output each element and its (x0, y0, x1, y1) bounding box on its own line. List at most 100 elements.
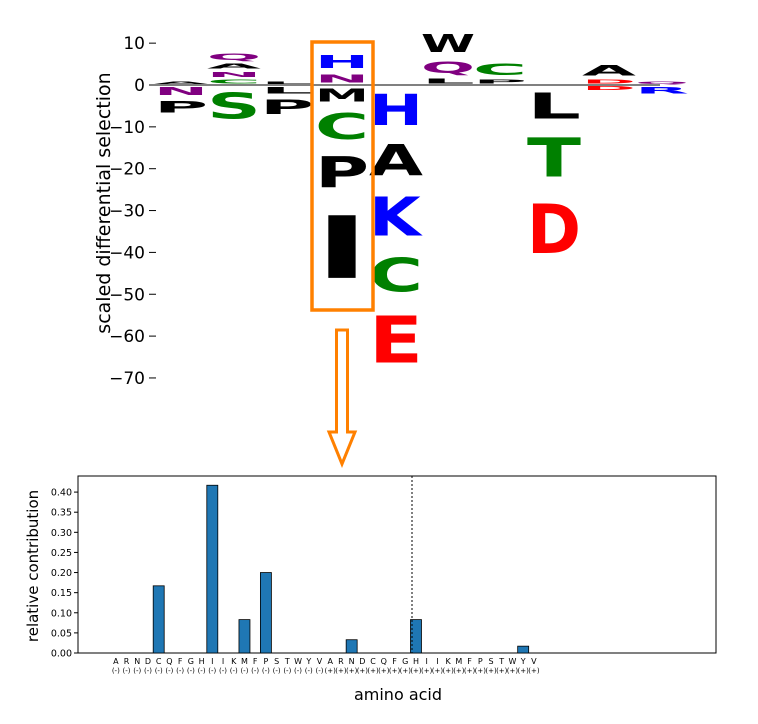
bar-y-tick-label: 0.20 (51, 568, 72, 579)
bar-x-tick-label: I (211, 657, 213, 666)
bar-y-tick-label: 0.30 (51, 528, 72, 539)
logo-y-tick-label: −60 (109, 327, 145, 347)
bar-x-tick-sign: (-) (155, 667, 163, 675)
bar-x-tick-label: V (531, 657, 537, 666)
bar (152, 585, 165, 654)
bar-x-tick-sign: (-) (305, 667, 313, 675)
logo-letter-T: T (527, 127, 581, 190)
logo-letter-R: R (635, 85, 689, 95)
logo-letter-N: N (315, 72, 369, 85)
bar-x-tick-label: N (134, 657, 140, 666)
bar-x-tick-label: F (392, 657, 397, 666)
bar-x-tick-sign: (-) (251, 667, 259, 675)
bar-x-tick-sign: (+) (507, 667, 519, 675)
bar-x-tick-label: K (231, 657, 237, 666)
bar-x-tick-sign: (-) (123, 667, 131, 675)
logo-letter-A: A (582, 62, 636, 79)
bars (152, 484, 530, 654)
logo-letter-Q: Q (635, 81, 689, 85)
bar (517, 645, 530, 654)
bar-x-tick-label: C (370, 657, 376, 666)
bar-y-tick-label: 0.00 (51, 649, 72, 660)
bar-x-tick-sign: (-) (133, 667, 141, 675)
logo-y-tick-label: −40 (109, 243, 145, 263)
bar-x-tick-label: H (413, 657, 419, 666)
bar-x-tick-sign: (-) (240, 667, 248, 675)
bar (345, 639, 358, 654)
bar-x-tick-sign: (+) (453, 667, 465, 675)
bar-x-tick-label: M (241, 657, 248, 666)
bar-x-tick-sign: (-) (165, 667, 173, 675)
bar-x-tick-label: S (274, 657, 279, 666)
logo-letter-C: C (207, 79, 261, 85)
bar-x-tick-sign: (+) (485, 667, 497, 675)
logo-letter-C: C (369, 248, 423, 302)
bar-x-tick-label: H (199, 657, 205, 666)
bar-y-tick-label: 0.25 (51, 548, 72, 559)
down-arrow (326, 328, 358, 468)
bar-x-tick-label: I (426, 657, 428, 666)
bar-x-tick-sign: (-) (283, 667, 291, 675)
bar-x-tick-label: T (498, 657, 504, 666)
logo-y-tick-label: −20 (109, 160, 145, 180)
logo-letter-D: D (527, 189, 581, 269)
logo-plot: scaled differential selection 10 0 −10 −20 −… (93, 29, 689, 389)
bar-x-tick-sign: (+) (357, 667, 369, 675)
bar-x-tick-label: D (145, 657, 151, 666)
logo-letter-S: S (207, 85, 261, 127)
logo-letter-P: P (260, 96, 314, 119)
bar-x-tick-sign: (-) (294, 667, 302, 675)
bar (238, 619, 251, 654)
logo-letter-P: P (473, 79, 527, 85)
bar (410, 619, 422, 654)
bar-x-tick-sign: (-) (316, 667, 324, 675)
bar-x-tick-label: I (222, 657, 224, 666)
bar-x-tick-label: I (436, 657, 438, 666)
bar-y-tick-label: 0.40 (51, 488, 72, 499)
bar-x-tick-sign: (+) (475, 667, 487, 675)
bar-x-axis-label: amino acid (354, 685, 442, 704)
bar-x-tick-label: Q (381, 657, 387, 666)
bar-x-tick-sign: (+) (432, 667, 444, 675)
logo-letter-L: L (527, 86, 581, 127)
bar-x-tick-label: P (263, 657, 268, 666)
bar-x-tick-sign: (+) (410, 667, 422, 675)
bar-y-ticks: 0.00 0.05 0.10 0.15 0.20 0.25 0.30 0.35 0.40 (51, 488, 78, 660)
logo-letter-M: M (315, 85, 369, 106)
logo-letter-E: E (369, 304, 423, 379)
bar-y-axis-label: relative contribution (24, 490, 42, 642)
bar-x-tick-label: A (113, 657, 119, 666)
logo-letter-L: L (260, 85, 314, 95)
logo-y-tick-label: −50 (109, 285, 145, 305)
logo-letter-D: D (582, 79, 636, 85)
logo-letter-I: I (315, 199, 369, 299)
bar-x-tick-sign: (+) (518, 667, 530, 675)
logo-letter-L: L (421, 77, 475, 85)
bar-x-tick-label: K (446, 657, 452, 666)
logo-y-axis-label: scaled differential selection (93, 72, 115, 333)
logo-letter-A: A (369, 135, 423, 185)
bar-x-tick-label: F (253, 657, 258, 666)
bar-x-tick-label: A (327, 657, 333, 666)
bar-x-tick-sign: (+) (335, 667, 347, 675)
logo-letter-W: W (421, 29, 475, 58)
bar-x-tick-sign: (-) (112, 667, 120, 675)
bar-x-tick-label: R (124, 657, 130, 666)
bar-x-tick-label: S (488, 657, 493, 666)
bar-x-tick-label: R (338, 657, 344, 666)
bar-x-tick-sign: (+) (367, 667, 379, 675)
logo-y-tick-label: −10 (109, 118, 145, 138)
bar-y-tick-label: 0.10 (51, 608, 72, 619)
bar-x-tick-label: D (359, 657, 365, 666)
bar-y-tick-label: 0.05 (51, 628, 72, 639)
logo-y-tick-label: −30 (109, 202, 145, 222)
bar-x-tick-sign: (-) (273, 667, 281, 675)
bar-x-tick-sign: (-) (187, 667, 195, 675)
bar-x-tick-sign: (+) (325, 667, 337, 675)
logo-letter-Q: Q (421, 58, 475, 77)
bar-x-tick-label: V (317, 657, 323, 666)
logo-letter-A: A (207, 62, 262, 70)
bar-x-tick-sign: (+) (389, 667, 401, 675)
